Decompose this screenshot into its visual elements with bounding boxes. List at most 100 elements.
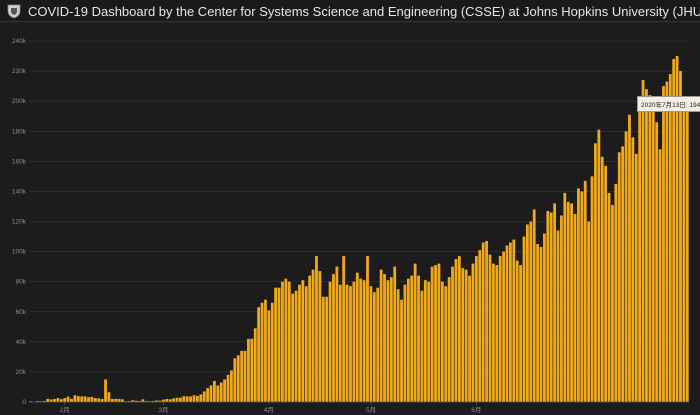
data-bar[interactable] <box>298 284 301 402</box>
data-bar[interactable] <box>488 254 492 402</box>
data-bar[interactable] <box>223 379 227 402</box>
data-bar[interactable] <box>155 400 158 402</box>
data-bar[interactable] <box>607 192 611 402</box>
data-bar[interactable] <box>532 209 536 402</box>
data-bar[interactable] <box>87 397 90 402</box>
data-bar[interactable] <box>430 266 434 402</box>
data-bar[interactable] <box>675 56 679 403</box>
data-bar[interactable] <box>580 191 584 402</box>
data-bar[interactable] <box>372 292 376 402</box>
data-bar[interactable] <box>73 395 77 402</box>
data-bar[interactable] <box>679 71 682 403</box>
data-bar[interactable] <box>393 266 397 402</box>
data-bar[interactable] <box>631 137 635 402</box>
data-bar[interactable] <box>685 107 689 402</box>
data-bar[interactable] <box>498 256 502 402</box>
data-bar[interactable] <box>49 399 53 402</box>
data-bar[interactable] <box>243 350 247 402</box>
data-bar[interactable] <box>192 395 196 402</box>
data-bar[interactable] <box>277 287 281 402</box>
data-bar[interactable] <box>110 398 114 402</box>
data-bar[interactable] <box>97 398 101 402</box>
data-bar[interactable] <box>478 250 482 402</box>
data-bar[interactable] <box>335 266 339 402</box>
data-bar[interactable] <box>304 286 308 402</box>
data-bar[interactable] <box>178 397 182 402</box>
data-bar[interactable] <box>457 256 461 402</box>
data-bar[interactable] <box>355 272 359 402</box>
data-bar[interactable] <box>199 394 203 402</box>
data-bar[interactable] <box>127 401 131 402</box>
data-bar[interactable] <box>104 379 107 402</box>
data-bar[interactable] <box>230 370 233 402</box>
data-bar[interactable] <box>274 287 278 402</box>
data-bar[interactable] <box>349 286 352 402</box>
data-bar[interactable] <box>345 284 349 402</box>
data-bar[interactable] <box>505 245 509 402</box>
data-bar[interactable] <box>590 176 594 402</box>
data-bar[interactable] <box>294 290 298 402</box>
data-bar[interactable] <box>172 398 175 402</box>
data-bar[interactable] <box>604 165 608 402</box>
data-bar[interactable] <box>495 265 499 402</box>
data-bar[interactable] <box>464 269 468 402</box>
data-bar[interactable] <box>577 188 580 402</box>
data-bar[interactable] <box>213 380 216 402</box>
data-bar[interactable] <box>628 114 631 403</box>
data-bar[interactable] <box>583 180 587 402</box>
data-bar[interactable] <box>114 398 118 402</box>
data-bar[interactable] <box>468 275 471 402</box>
data-bar[interactable] <box>257 307 261 402</box>
data-bar[interactable] <box>366 256 369 402</box>
data-bar[interactable] <box>444 286 448 402</box>
data-bar[interactable] <box>560 215 563 402</box>
data-bar[interactable] <box>369 286 373 402</box>
data-bar[interactable] <box>141 399 145 402</box>
data-bar[interactable] <box>386 280 390 402</box>
data-bar[interactable] <box>587 221 591 403</box>
data-bar[interactable] <box>46 398 50 402</box>
data-bar[interactable] <box>56 398 60 402</box>
data-bar[interactable] <box>600 156 604 402</box>
data-bar[interactable] <box>165 398 169 402</box>
data-bar[interactable] <box>321 296 325 402</box>
data-bar[interactable] <box>209 385 213 402</box>
data-bar[interactable] <box>107 392 111 402</box>
data-bar[interactable] <box>454 259 458 402</box>
data-bar[interactable] <box>83 396 87 402</box>
data-bar[interactable] <box>672 59 676 403</box>
data-bar[interactable] <box>362 280 366 402</box>
data-bar[interactable] <box>144 401 148 402</box>
data-bar[interactable] <box>539 247 543 402</box>
data-bar[interactable] <box>621 146 625 402</box>
data-bar[interactable] <box>655 122 659 402</box>
data-bar[interactable] <box>417 275 420 402</box>
data-bar[interactable] <box>175 397 179 402</box>
data-bar[interactable] <box>651 110 655 403</box>
data-bar[interactable] <box>80 396 84 402</box>
data-bar[interactable] <box>151 400 155 402</box>
data-bar[interactable] <box>624 131 628 402</box>
data-bar[interactable] <box>301 280 305 402</box>
data-bar[interactable] <box>617 152 621 402</box>
data-bar[interactable] <box>338 284 342 402</box>
data-bar[interactable] <box>352 281 356 402</box>
data-bar[interactable] <box>291 293 295 402</box>
data-bar[interactable] <box>566 201 570 402</box>
data-bar[interactable] <box>70 398 73 402</box>
data-bar[interactable] <box>440 281 444 402</box>
data-bar[interactable] <box>236 355 240 402</box>
data-bar[interactable] <box>406 278 410 402</box>
data-bar[interactable] <box>270 302 274 402</box>
data-bar[interactable] <box>260 302 264 402</box>
data-bar[interactable] <box>281 281 284 402</box>
data-bar[interactable] <box>267 310 271 402</box>
data-bar[interactable] <box>447 277 451 402</box>
data-bar[interactable] <box>240 350 244 402</box>
data-bar[interactable] <box>182 396 186 402</box>
data-bar[interactable] <box>563 192 567 402</box>
data-bar[interactable] <box>287 281 291 402</box>
data-bar[interactable] <box>403 284 407 402</box>
data-bar[interactable] <box>662 86 665 402</box>
data-bar[interactable] <box>63 398 67 402</box>
